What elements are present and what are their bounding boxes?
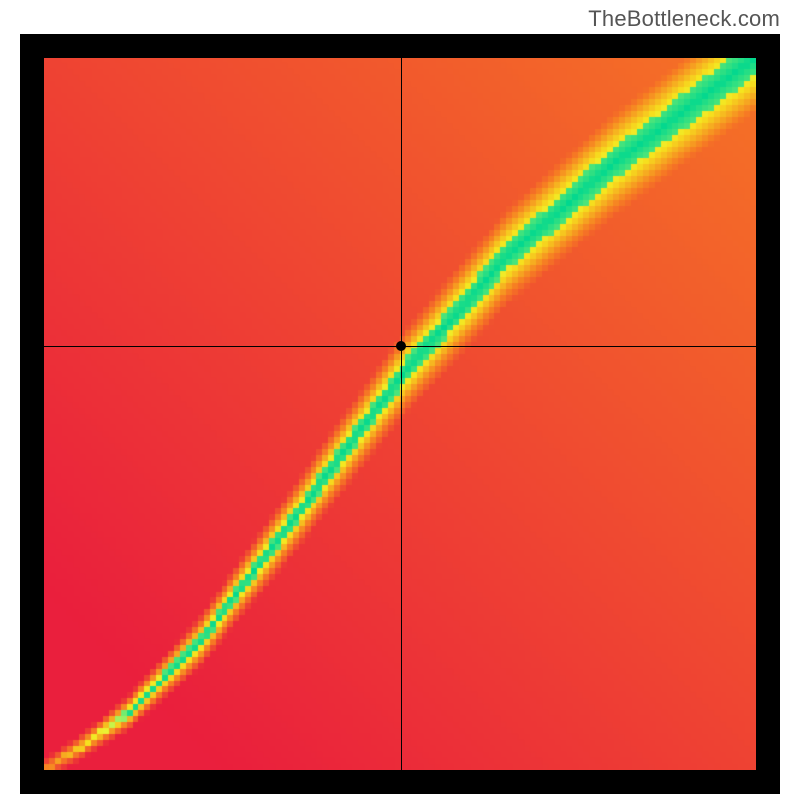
attribution-text: TheBottleneck.com [588, 6, 780, 32]
heatmap-canvas [44, 58, 756, 770]
chart-frame [20, 34, 780, 794]
crosshair-marker [396, 341, 406, 351]
chart-container: TheBottleneck.com [0, 0, 800, 800]
crosshair-vertical [401, 58, 402, 770]
